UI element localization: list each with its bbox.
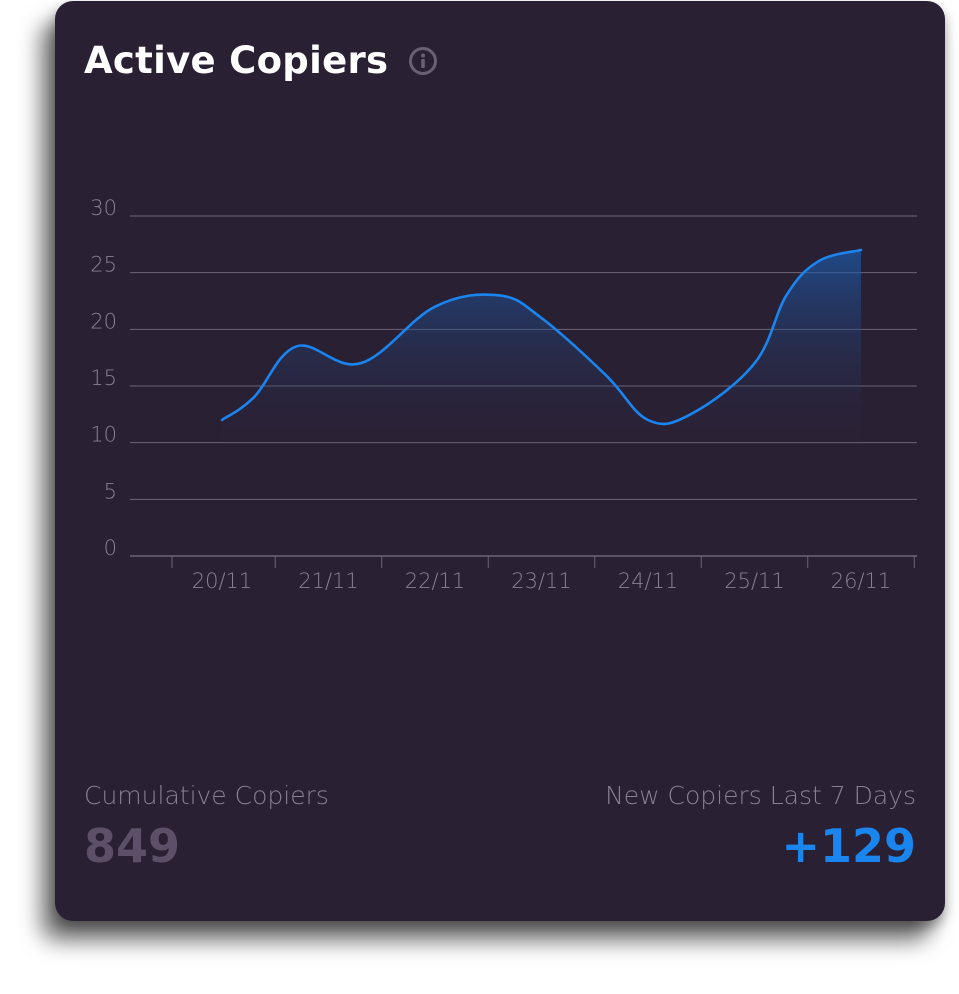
data-point	[248, 391, 260, 403]
data-point	[642, 414, 654, 426]
area-layer	[216, 244, 867, 466]
active-copiers-card: 20/11 21/11 22/11 23/11 24/11 25/11 26/11 0 5 10…	[55, 1, 945, 921]
x-tick-label: 22/11	[405, 569, 466, 593]
y-axis: 0 5 10 15 20 25 30	[90, 196, 117, 560]
y-tick-label: 15	[90, 366, 117, 390]
new-copiers-label: New Copiers Last 7 Days	[605, 781, 916, 810]
data-point	[536, 312, 548, 324]
x-tick-label: 20/11	[192, 569, 253, 593]
x-tick-label: 21/11	[298, 569, 359, 593]
data-point	[685, 408, 697, 420]
card-title: Active Copiers	[84, 39, 389, 82]
x-axis: 20/11 21/11 22/11 23/11 24/11 25/11 26/11	[171, 556, 915, 593]
data-point	[216, 414, 228, 426]
y-tick-label: 30	[90, 196, 117, 220]
series-line	[220, 248, 863, 426]
y-tick-label: 5	[104, 479, 117, 503]
data-point	[429, 301, 441, 313]
data-point	[812, 255, 824, 267]
data-point	[855, 244, 867, 256]
active-copiers-chart: 20/11 21/11 22/11 23/11 24/11 25/11 26/11 0 5 10…	[90, 196, 917, 593]
x-tick-label: 25/11	[724, 569, 785, 593]
y-tick-label: 25	[90, 253, 117, 277]
x-tick-label: 26/11	[831, 569, 892, 593]
cumulative-copiers-label: Cumulative Copiers	[84, 781, 329, 810]
y-tick-label: 10	[90, 423, 117, 447]
data-point	[291, 340, 303, 352]
data-point	[354, 357, 366, 369]
x-tick-label: 24/11	[618, 569, 679, 593]
info-icon[interactable]	[408, 46, 438, 76]
data-point	[780, 289, 792, 301]
y-tick-label: 20	[90, 309, 117, 333]
new-copiers-value: +129	[781, 819, 916, 873]
cumulative-copiers-value: 849	[84, 819, 181, 873]
series-area-fill	[222, 250, 861, 466]
data-point	[749, 357, 761, 369]
data-point	[493, 289, 505, 301]
card-header: Active Copiers	[84, 39, 438, 82]
data-point	[599, 369, 611, 381]
y-tick-label: 0	[104, 536, 117, 560]
x-tick-label: 23/11	[511, 569, 572, 593]
